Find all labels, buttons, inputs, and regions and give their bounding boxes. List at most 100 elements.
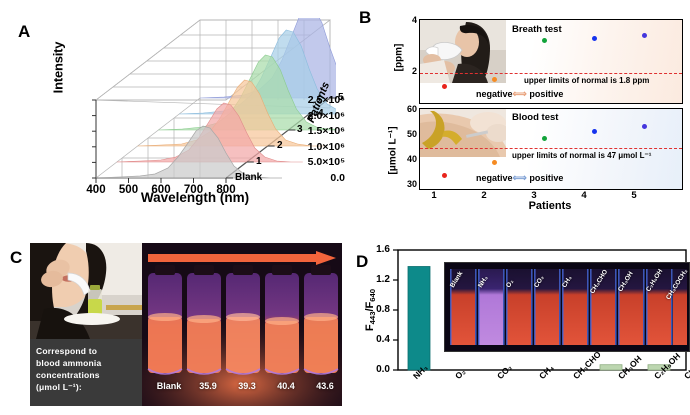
blood-point-patient-5 <box>642 124 647 130</box>
panel-a-letter: A <box>18 22 31 41</box>
panel-c-caption-line-1: blood ammonia <box>36 358 102 368</box>
blood-limit-text: upper limits of normal is 47 μmol L⁻¹ <box>512 151 652 160</box>
panel-d-bar-ch3coch3 <box>647 364 671 371</box>
breath-positive-label: positive <box>529 89 564 99</box>
panel-c-vial-label-0: Blank <box>156 381 182 391</box>
panel-c-vial-row <box>142 243 342 406</box>
panel-c-caption-line-0: Correspond to <box>36 346 98 356</box>
panel-d-bar-c2h5oh <box>599 364 623 371</box>
panel-c-vial-label-3: 40.4 <box>277 381 295 391</box>
panel-b-blood-plot: Blood test upper limits of normal is 47 … <box>419 108 683 190</box>
breath-threshold-line <box>420 73 682 74</box>
panel-a-ytick-2: 1.0×10⁶ <box>307 140 345 153</box>
blood-ytick-60: 60 <box>406 104 417 114</box>
panel-b-x-axis-title: Patients <box>528 200 572 212</box>
panel-a-ztick-2: 2 <box>277 140 283 151</box>
panel-c-caption-box <box>30 339 142 406</box>
breath-point-patient-4 <box>592 35 597 41</box>
panel-a-ytick-5: 2.5×10⁶ <box>307 94 345 106</box>
panel-d-y-axis-title: F443/F640 <box>364 278 377 342</box>
breath-point-patient-1 <box>442 84 447 89</box>
panel-c-vial-label-2: 39.3 <box>238 381 256 391</box>
panel-b-xtick-5: 5 <box>631 190 637 201</box>
panel-c-vial-label-4: 43.6 <box>316 381 334 391</box>
panel-c-letter: C <box>10 248 23 267</box>
blood-test-photo <box>420 109 506 157</box>
breath-point-patient-2 <box>492 77 497 82</box>
blood-threshold-line <box>420 148 682 149</box>
blood-point-patient-1 <box>442 173 447 178</box>
breath-y-axis-title: [ppm] <box>393 43 405 72</box>
blood-ytick-40: 40 <box>406 154 417 164</box>
panel-d-y-title-sub1: 443 <box>368 311 377 325</box>
panel-d-ytick-1.6: 1.6 <box>376 244 390 255</box>
panel-c: Blank 35.9 39.3 40.4 43.6 <box>30 243 342 406</box>
panel-a-ztick-blank: Blank <box>235 172 263 183</box>
panel-a-ztick-5: 5 <box>338 92 344 103</box>
panel-b-letter: B <box>359 8 372 27</box>
panel-a-ytick-1: 5.0×10⁵ <box>307 156 345 168</box>
panel-a-x-axis-title: Wavelength (nm) <box>140 190 250 205</box>
vial-row-photo <box>142 243 342 406</box>
blood-point-patient-4 <box>592 128 597 134</box>
panel-a-ztick-3: 3 <box>297 124 303 135</box>
panel-d-letter: D <box>356 252 369 271</box>
breath-test-photo <box>420 20 506 83</box>
panel-d-y-title-slash: /F <box>364 301 376 312</box>
panel-b-xtick-4: 4 <box>581 190 587 201</box>
panel-a-xtick-0: 400 <box>86 184 106 196</box>
breath-ytick-2: 2 <box>411 66 417 76</box>
panel-d-ytick-0.8: 0.8 <box>376 304 390 315</box>
panel-a-ytick-3: 1.5×10⁶ <box>307 125 345 137</box>
breath-ytick-4: 4 <box>411 15 417 25</box>
panel-d-ytick-0.4: 0.4 <box>376 334 390 345</box>
panel-a-xtick-1: 500 <box>118 184 139 196</box>
breath-negative-label: negative <box>476 89 513 99</box>
blood-ytick-30: 30 <box>406 179 417 189</box>
breath-point-patient-3 <box>542 38 547 43</box>
panel-b-xtick-2: 2 <box>481 190 487 201</box>
breath-point-patient-5 <box>642 33 647 38</box>
panel-c-vial-label-1: 35.9 <box>199 381 217 391</box>
panel-d-inset-photo: Blank NH₃ O₂ CO₂ CH₄ CH₃CHO CH₃OH C₂H₅OH… <box>444 262 690 352</box>
blood-point-patient-2 <box>492 160 497 165</box>
breath-test-title: Breath test <box>512 24 562 35</box>
panel-a-xtick-2: 600 <box>151 184 171 196</box>
panel-b-xtick-3: 3 <box>531 190 537 201</box>
breath-arrow-icon: ⟺ <box>512 89 527 100</box>
panel-a-ytick-0: 0.0 <box>330 172 345 184</box>
panel-d-ytick-1.2: 1.2 <box>376 274 390 285</box>
panel-a-ztick-1: 1 <box>256 156 262 167</box>
panel-c-caption: Correspond to blood ammonia concentratio… <box>36 345 140 393</box>
panel-d-ytick-0.0: 0.0 <box>376 364 390 375</box>
cuvette-row-photo <box>445 263 689 351</box>
blood-negative-label: negative <box>476 173 513 183</box>
panel-b-xtick-1: 1 <box>431 190 437 201</box>
panel-a-3d-plot <box>92 18 337 183</box>
panel-b-breath-plot: Breath test upper limits of normal is 1.… <box>419 19 683 104</box>
panel-d: D <box>352 240 690 415</box>
breath-limit-text: upper limits of normal is 1.8 ppm <box>524 76 650 85</box>
panel-a-ztick-4: 4 <box>318 108 324 119</box>
blood-ytick-50: 50 <box>406 129 417 139</box>
blood-point-patient-3 <box>542 136 547 141</box>
panel-a: A <box>0 0 345 212</box>
panel-d-y-title-sub2: 640 <box>368 288 377 302</box>
panel-a-xtick-3: 700 <box>183 184 204 196</box>
blood-arrow-icon: ⟺ <box>512 173 527 184</box>
blood-positive-label: positive <box>529 173 564 183</box>
panel-d-bar-nh3 <box>407 266 431 371</box>
panel-d-y-title-f: F <box>364 324 376 332</box>
panel-c-caption-line-2: concentrations <box>36 370 100 380</box>
breath-negative-positive: negative⟺ positive <box>476 89 563 100</box>
panel-a-ytick-4: 2.0×10⁶ <box>307 109 345 122</box>
panel-c-caption-line-3: (μmol L⁻¹): <box>36 382 82 392</box>
panel-a-y-axis-title: Intensity <box>50 41 66 94</box>
blood-test-title: Blood test <box>512 112 559 123</box>
gradient-arrow-icon <box>148 251 336 265</box>
panel-b: B Br <box>345 0 690 212</box>
panel-a-xtick-4: 800 <box>216 184 236 196</box>
blood-y-axis-title: [μmol L⁻¹] <box>387 126 399 175</box>
blood-negative-positive: negative⟺ positive <box>476 173 563 184</box>
